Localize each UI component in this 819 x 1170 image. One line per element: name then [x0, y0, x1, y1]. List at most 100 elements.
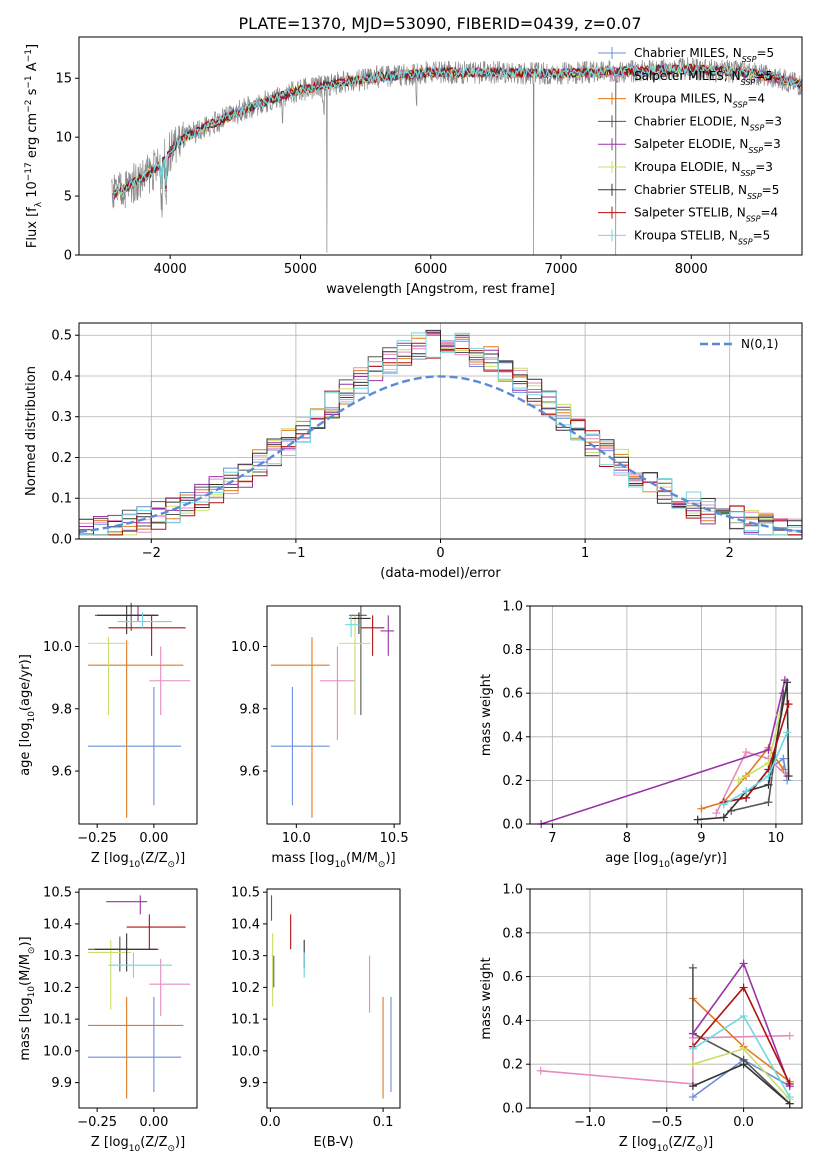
y-tick-label: 0.2 [502, 1058, 523, 1073]
axes-frame [78, 322, 803, 540]
y-tick-label: 9.9 [51, 1076, 72, 1091]
y-tick-label: 0.4 [502, 1014, 523, 1029]
x-tick-label: 0.0 [733, 1115, 754, 1130]
x-tick-label: −0.25 [77, 1115, 117, 1130]
y-tick-label: 10.0 [231, 640, 260, 655]
y-tick-label: 10.0 [43, 640, 72, 655]
x-tick-label: 10 [768, 831, 785, 846]
x-tick-label: 6000 [414, 262, 447, 277]
weight-vs-age-panel: 7 8 9 10 0.0 0.2 0.4 0.6 0.8 1.0 age [log10(age/yr… [479, 600, 803, 870]
x-tick-label: −0.5 [651, 1115, 683, 1130]
y-tick-label: 9.6 [239, 765, 260, 780]
y-axis-label: mass weight [479, 674, 494, 756]
y-tick-label: 0.0 [502, 818, 523, 833]
y-axis-label: Normed distribution [24, 366, 39, 496]
y-tick-label: 0.0 [502, 1102, 523, 1117]
x-tick-label: −1 [286, 546, 305, 561]
y-tick-label: 1.0 [502, 883, 523, 898]
x-tick-label: 0 [436, 546, 444, 561]
observed-spectrum-line [111, 57, 802, 255]
legend-label: Salpeter ELODIE, NSSP=3 [634, 137, 781, 155]
y-tick-label: 10.5 [231, 886, 260, 901]
mass-vs-Z-panel: −0.25 0.00 9.9 10.0 10.1 10.2 10.3 10.4 10.5 Z [l… [18, 886, 198, 1154]
weight-series-line [540, 1034, 790, 1085]
y-tick-label: 0.2 [51, 451, 72, 466]
y-tick-label: 0.2 [502, 774, 523, 789]
x-tick-label: 5000 [284, 262, 317, 277]
x-tick-label: 9 [697, 831, 705, 846]
y-tick-label: 0.8 [502, 926, 523, 941]
y-tick-label: 0.5 [51, 329, 72, 344]
mass-vs-EBV-panel: 0.0 0.1 9.9 10.0 10.1 10.2 10.3 10.4 10.5 E(B-V) [231, 886, 401, 1150]
x-axis-label: mass [log10(M/M⊙)] [271, 851, 395, 870]
weight-series-line [715, 751, 788, 814]
legend-label: Salpeter STELIB, NSSP=4 [634, 206, 778, 224]
y-tick-label: 0.0 [51, 533, 72, 548]
gaussian-curve [78, 375, 803, 534]
x-axis-label: Z [log10(Z/Z⊙)] [619, 1135, 713, 1154]
legend-label: Chabrier ELODIE, NSSP=3 [634, 114, 782, 131]
legend-label: Chabrier MILES, NSSP=5 [634, 46, 774, 64]
weight-series-line [692, 961, 791, 1087]
legend-label: Kroupa STELIB, NSSP=5 [634, 228, 770, 246]
x-tick-label: 10.0 [282, 831, 311, 846]
legend-label: N(0,1) [741, 337, 778, 351]
x-tick-label: 8000 [675, 262, 708, 277]
weight-series-line [692, 1014, 791, 1098]
x-tick-label: 2 [726, 546, 734, 561]
y-tick-label: 1.0 [502, 600, 523, 615]
y-tick-label: 10.0 [231, 1044, 260, 1059]
y-axis-label: mass weight [479, 957, 494, 1039]
y-axis-label: Flux [fλ 10−17 erg cm−2 s−1 A−1] [24, 44, 44, 248]
y-tick-label: 0.8 [502, 643, 523, 658]
legend-label: Salpeter MILES, NSSP=5 [634, 69, 773, 87]
x-axis-label: Z [log10(Z/Z⊙)] [91, 851, 185, 870]
y-tick-label: 0.4 [502, 730, 523, 745]
axes-frame [529, 888, 803, 1109]
y-tick-label: 10.0 [43, 1044, 72, 1059]
y-tick-label: 9.6 [51, 765, 72, 780]
weight-series-line [692, 967, 791, 1105]
x-tick-label: 4000 [154, 262, 187, 277]
axes-frame [266, 888, 401, 1109]
x-tick-label: 0.00 [139, 1115, 168, 1130]
x-axis-label: Z [log10(Z/Z⊙)] [91, 1135, 185, 1154]
x-tick-label: 0.1 [373, 1115, 394, 1130]
x-tick-label: −0.25 [77, 831, 117, 846]
axes-frame [78, 605, 198, 825]
model-fit-line [112, 63, 802, 201]
model-fit-line [112, 62, 802, 200]
weight-vs-Z-panel: −1.0 −0.5 0.0 0.0 0.2 0.4 0.6 0.8 1.0 Z [log10(Z/… [479, 883, 803, 1154]
legend-label: Kroupa MILES, NSSP=4 [634, 92, 765, 110]
x-tick-label: 8 [623, 831, 631, 846]
x-tick-label: 7000 [544, 262, 577, 277]
model-fit-line [112, 64, 802, 200]
x-tick-label: 0.0 [260, 1115, 281, 1130]
y-axis-label: mass [log10(M/M⊙)] [18, 936, 37, 1060]
spectrum-panel: 4000 5000 6000 7000 8000 0 5 10 15 wavelength [An… [24, 36, 803, 297]
model-fit-line [112, 63, 802, 200]
axes-frame [529, 605, 803, 825]
figure-title: PLATE=1370, MJD=53090, FIBERID=0439, z=0… [238, 14, 641, 33]
legend-label: Kroupa ELODIE, NSSP=3 [634, 160, 773, 178]
y-tick-label: 10.3 [231, 949, 260, 964]
x-tick-label: 10.5 [380, 831, 409, 846]
model-fit-line [112, 63, 802, 200]
y-tick-label: 10.4 [231, 917, 260, 932]
residuals-panel: −2 −1 0 1 2 0.0 0.1 0.2 0.3 0.4 0.5 (data-model)/er… [24, 322, 803, 581]
age-vs-Z-panel: −0.25 0.00 9.6 9.8 10.0 Z [log10(Z/Z⊙)] age [l… [18, 602, 198, 870]
weight-series-line [723, 732, 788, 806]
y-tick-label: 10.5 [43, 886, 72, 901]
age-vs-mass-panel: 10.0 10.5 9.6 9.8 10.0 mass [log10(M/M⊙)] [231, 605, 409, 870]
weight-series-line [697, 682, 790, 821]
model-fit-line [112, 63, 802, 199]
x-tick-label: 0.00 [139, 831, 168, 846]
y-tick-label: 0.6 [502, 687, 523, 702]
y-tick-label: 15 [55, 72, 72, 87]
legend-label: Chabrier STELIB, NSSP=5 [634, 183, 779, 201]
y-tick-label: 10.4 [43, 917, 72, 932]
x-tick-label: −2 [142, 546, 161, 561]
axes-frame [78, 36, 803, 256]
y-tick-label: 9.8 [51, 702, 72, 717]
